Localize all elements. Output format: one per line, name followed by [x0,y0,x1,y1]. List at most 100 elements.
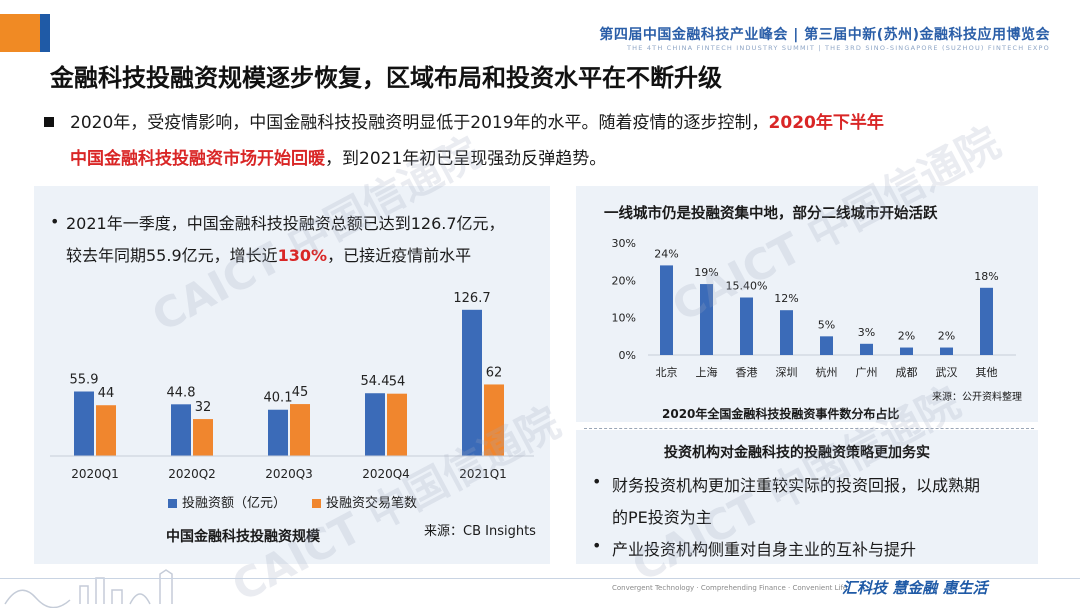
strategy-bullet-2: 产业投资机构侧重对自身主业的互补与提升 [612,540,917,559]
data-label: 45 [292,385,309,400]
intro-text-2: ，到2021年初已呈现强劲反弹趋势。 [325,149,607,169]
intro-text: 2020年，受疫情影响，中国金融科技投融资明显低于2019年的水平。随着疫情的逐… [70,113,769,133]
bar-amount [74,391,94,456]
city-tick-label: 北京 [656,365,678,379]
left-text-b: ，已接近疫情前水平 [327,246,472,265]
left-text-line-2: 较去年同期55.9亿元，增长近130%，已接近疫情前水平 [66,242,471,266]
bar-count [484,384,504,456]
city-chart-title: 一线城市仍是投融资集中地，部分二线城市开始活跃 [604,206,938,222]
bar-count [193,419,213,456]
data-label: 44 [98,386,115,401]
bar-amount [171,404,191,456]
x-tick-label: 2020Q3 [265,467,313,481]
city-tick-label: 武汉 [936,366,958,379]
city-bar [780,310,793,355]
city-source: 来源：公开资料整理 [932,392,1022,403]
bullet-dot-icon: • [50,212,60,231]
logo-blue-block [40,14,50,52]
right-bottom-panel [576,430,1038,564]
bar-amount [365,393,385,456]
city-data-label: 15.40% [726,280,768,293]
city-data-label: 2% [898,330,915,343]
left-text-line-1: 2021年一季度，中国金融科技投融资总额已达到126.7亿元， [66,214,505,233]
strategy-bullet-1-line-1: 财务投资机构更加注重较实际的投资回报，以成熟期 [612,476,981,495]
data-label: 44.8 [167,385,196,400]
data-label: 126.7 [453,291,490,306]
data-label: 54 [389,375,406,390]
bar-amount [268,409,288,456]
legend-label-count: 投融资交易笔数 [326,496,418,511]
footer-brand: 汇科技 慧金融 惠生活 [842,579,988,597]
square-bullet-icon [44,117,54,127]
intro-line-2: 中国金融科技投融资市场开始回暖，到2021年初已呈现强劲反弹趋势。 [70,144,606,169]
x-tick-label: 2020Q1 [71,467,119,481]
data-label: 62 [486,365,503,380]
city-bar [820,336,833,355]
section-divider [584,428,1034,429]
intro-highlight-2: 中国金融科技投融资市场开始回暖 [70,149,325,169]
bar-count [387,393,407,456]
city-bar [740,297,753,355]
city-tick-label: 成都 [896,366,918,379]
footer-divider [0,578,1080,579]
city-data-label: 12% [774,292,798,305]
city-tick-label: 深圳 [776,366,798,379]
growth-highlight: 130% [277,246,328,265]
city-tick-label: 上海 [696,365,718,379]
bar-amount [462,309,482,456]
city-tick-label: 杭州 [816,365,838,379]
city-tick-label: 其他 [976,366,998,379]
city-data-label: 2% [938,330,955,343]
bar-count [290,404,310,456]
city-skyline-icon [4,569,173,608]
legend-swatch-blue [168,499,177,508]
legend-item-amount: 投融资额（亿元） [168,492,286,511]
city-data-label: 5% [818,318,835,331]
city-bar [860,343,873,355]
right-top-panel [576,186,1038,422]
bar-count [96,405,116,456]
left-source: 来源：CB Insights [424,524,536,539]
footer-slogan-en: Convergent Technology · Comprehending Fi… [612,584,848,592]
left-chart-caption: 中国金融科技投融资规模 [166,529,320,545]
city-bar [980,287,993,355]
summit-title: 第四届中国金融科技产业峰会 | 第三届中新(苏州)金融科技应用博览会 [599,27,1050,43]
data-label: 32 [195,400,212,415]
intro-line-1: 2020年，受疫情影响，中国金融科技投融资明显低于2019年的水平。随着疫情的逐… [70,108,884,133]
y-tick-label: 30% [612,237,636,250]
bullet-dot-icon: • [592,472,602,491]
city-bar [940,347,953,355]
left-text-a: 较去年同期55.9亿元，增长近 [66,246,278,265]
x-tick-label: 2021Q1 [459,467,507,481]
data-label: 54.4 [361,374,390,389]
logo-orange-block [0,14,40,52]
intro-highlight-1: 2020年下半年 [768,113,884,133]
legend-label-amount: 投融资额（亿元） [182,496,287,511]
y-tick-label: 10% [612,312,636,325]
city-data-label: 19% [694,266,718,279]
strategy-bullet-1-line-2: 的PE投资为主 [612,508,712,527]
x-tick-label: 2020Q4 [362,467,410,481]
x-tick-label: 2020Q2 [168,467,216,481]
y-tick-label: 0% [619,349,636,362]
city-data-label: 24% [654,247,678,260]
city-chart-caption: 2020年全国金融科技投融资事件数分布占比 [662,407,900,421]
funding-scale-chart: 55.944 44.832 40.1 45 54.4 54 126.7 62 2020Q1 20… [50,291,534,481]
city-data-label: 18% [974,270,998,283]
bullet-dot-icon: • [592,536,602,555]
city-tick-label: 广州 [856,366,878,379]
legend-item-count: 投融资交易笔数 [312,492,417,511]
summit-title-en: THE 4TH CHINA FINTECH INDUSTRY SUMMIT | … [626,44,1050,52]
strategy-title: 投资机构对金融科技的投融资策略更加务实 [664,445,930,461]
y-tick-label: 20% [612,274,636,287]
city-bar [700,284,713,355]
city-bar [660,265,673,355]
page-title: 金融科技投融资规模逐步恢复，区域布局和投资水平在不断升级 [50,64,722,92]
city-bar [900,347,913,355]
city-tick-label: 香港 [736,366,758,379]
city-distribution-chart: 0% 10% 20% 30% 24% 北京 19% 上海 15.40% 香港 12% 深圳 5% 杭州 3… [612,237,1016,379]
data-label: 40.1 [264,391,293,406]
data-label: 55.9 [70,373,99,388]
city-data-label: 3% [858,326,875,339]
legend-swatch-orange [312,499,321,508]
